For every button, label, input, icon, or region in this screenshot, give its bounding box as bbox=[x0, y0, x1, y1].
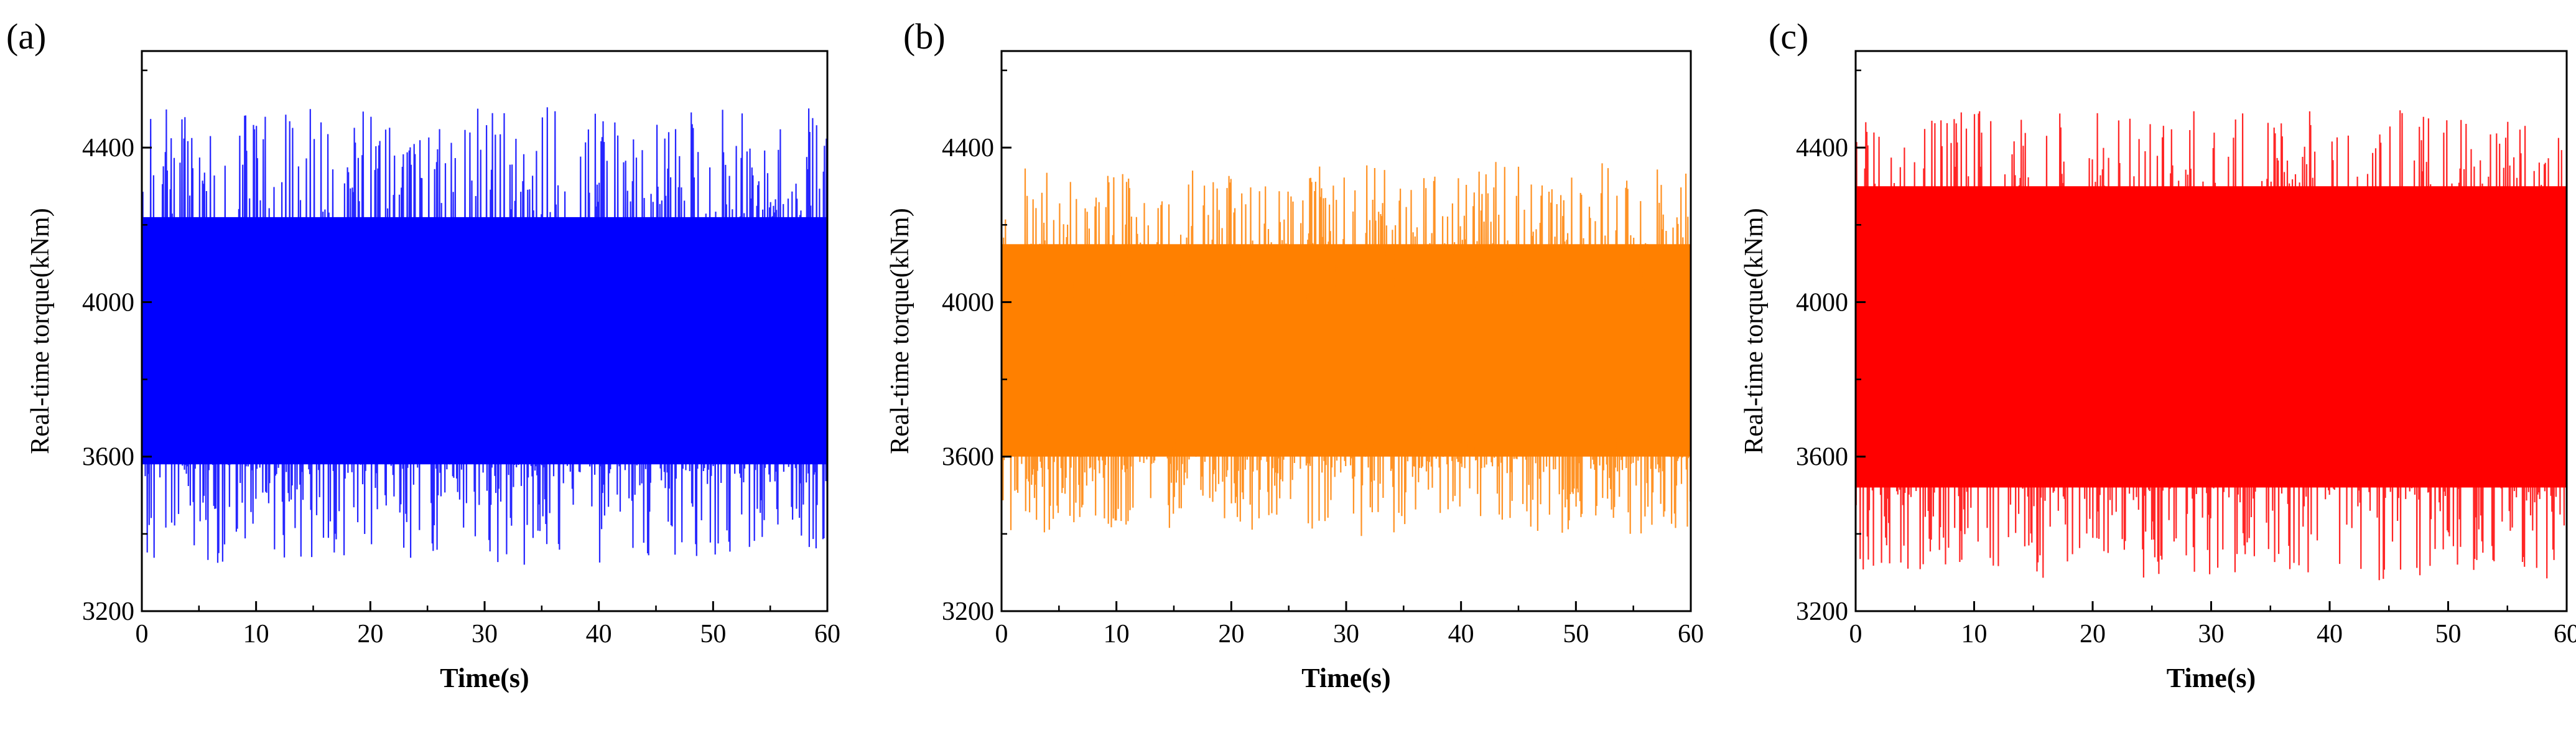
x-tick-label: 0 bbox=[995, 620, 1008, 648]
series-line bbox=[142, 107, 827, 565]
x-tick-label: 30 bbox=[472, 620, 498, 648]
chart-panel-2: (c) 0 10 20 30 40 50 60 3200 3600 4000 4400 Time(s) R… bbox=[1740, 16, 2576, 693]
x-tick-label: 20 bbox=[357, 620, 383, 648]
y-tick-label: 4000 bbox=[942, 288, 994, 317]
x-tick-label: 10 bbox=[1961, 620, 1988, 648]
y-axis-label: Real-time torque(kNm) bbox=[1740, 208, 1769, 454]
x-tick-label: 20 bbox=[2080, 620, 2106, 648]
y-tick-label: 3200 bbox=[1796, 597, 1848, 626]
x-axis-label: Time(s) bbox=[2167, 663, 2256, 693]
y-tick-label: 4000 bbox=[1796, 288, 1848, 317]
panel-label: (a) bbox=[6, 16, 46, 57]
x-tick-label: 0 bbox=[1849, 620, 1862, 648]
panel-label: (c) bbox=[1769, 16, 1808, 57]
chart-panel-1: (b) 0 10 20 30 40 50 60 3200 3600 4000 4400 Time(s) R… bbox=[886, 16, 1704, 693]
y-tick-label: 3600 bbox=[942, 443, 994, 472]
y-tick-label: 4400 bbox=[1796, 134, 1848, 162]
x-tick-label: 60 bbox=[814, 620, 840, 648]
y-tick-label: 4400 bbox=[82, 134, 134, 162]
x-axis-label: Time(s) bbox=[440, 663, 529, 693]
y-axis-label: Real-time torque(kNm) bbox=[26, 208, 55, 454]
x-tick-label: 60 bbox=[1678, 620, 1704, 648]
y-tick-label: 3600 bbox=[1796, 443, 1848, 472]
series-line bbox=[1002, 162, 1691, 536]
x-tick-label: 40 bbox=[586, 620, 612, 648]
x-tick-label: 50 bbox=[2435, 620, 2462, 648]
y-axis-label: Real-time torque(kNm) bbox=[886, 208, 914, 454]
chart-panel-0: (a) 0 10 20 30 40 50 60 3200 3600 4000 4400 Time(s) R… bbox=[6, 16, 840, 693]
x-tick-label: 10 bbox=[243, 620, 269, 648]
x-tick-label: 50 bbox=[700, 620, 726, 648]
x-tick-label: 0 bbox=[136, 620, 149, 648]
x-tick-label: 30 bbox=[2198, 620, 2225, 648]
x-tick-label: 40 bbox=[2317, 620, 2343, 648]
y-tick-label: 4000 bbox=[82, 288, 134, 317]
series-line bbox=[1856, 110, 2567, 581]
x-tick-label: 10 bbox=[1104, 620, 1130, 648]
x-tick-label: 20 bbox=[1218, 620, 1244, 648]
x-axis-label: Time(s) bbox=[1301, 663, 1390, 693]
panel-label: (b) bbox=[903, 16, 946, 57]
x-tick-label: 50 bbox=[1563, 620, 1589, 648]
y-tick-label: 3200 bbox=[82, 597, 134, 626]
x-tick-label: 30 bbox=[1333, 620, 1359, 648]
x-tick-label: 60 bbox=[2554, 620, 2576, 648]
y-tick-label: 3600 bbox=[82, 443, 134, 472]
x-tick-label: 40 bbox=[1448, 620, 1474, 648]
y-tick-label: 4400 bbox=[942, 134, 994, 162]
y-tick-label: 3200 bbox=[942, 597, 994, 626]
